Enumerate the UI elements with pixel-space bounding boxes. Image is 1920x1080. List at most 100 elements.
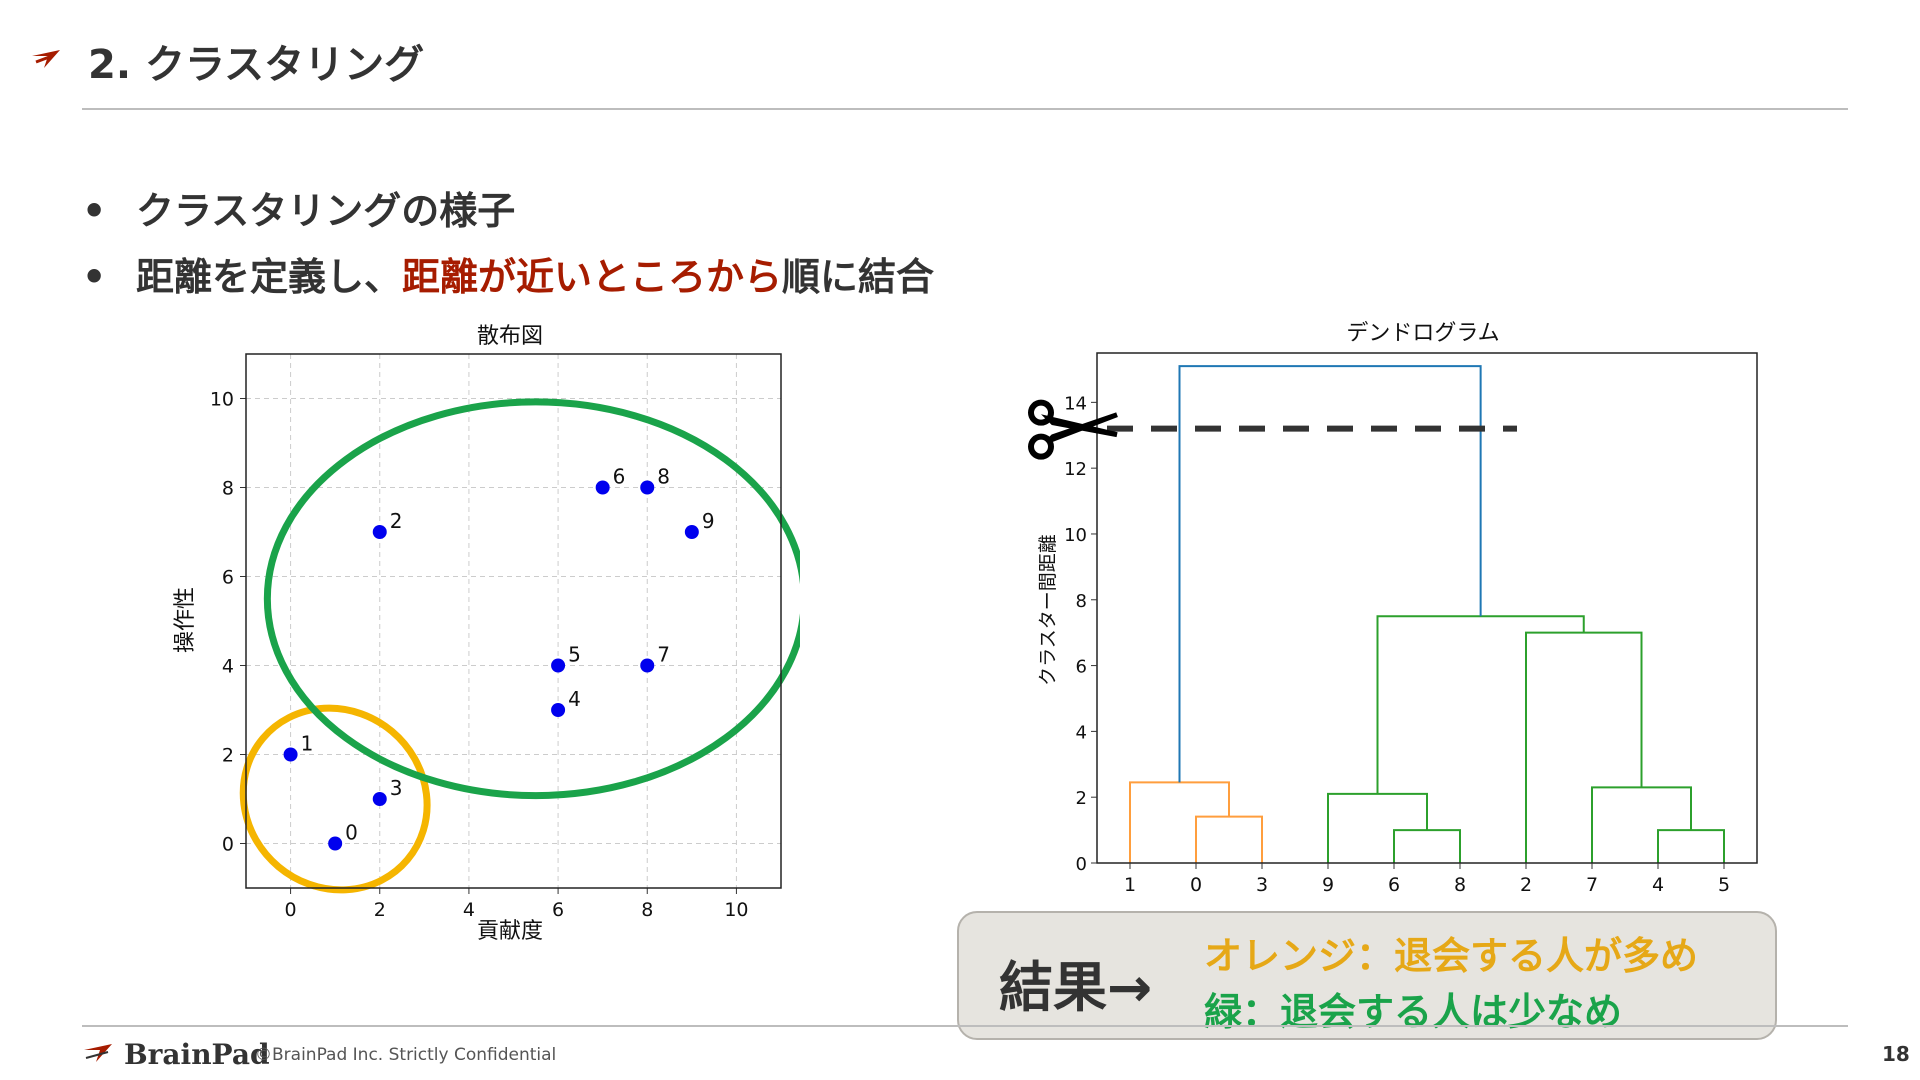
scatter-y-tick-label: 10 <box>210 389 234 411</box>
dendrogram-link-green <box>1327 792 1428 863</box>
scatter-point-label: 6 <box>613 465 626 489</box>
dendrogram-leaf-label: 4 <box>1652 874 1664 896</box>
scatter-x-tick-label: 0 <box>285 899 297 921</box>
scatter-grid <box>246 354 781 888</box>
footer-divider <box>82 1025 1848 1027</box>
scatter-cluster-outline-orange <box>239 704 431 894</box>
dendrogram-leaf-label: 5 <box>1718 874 1730 896</box>
dendrogram-plot-frame <box>1096 352 1758 864</box>
result-callout: 結果→ オレンジ：退会する人が多め 緑：退会する人は少なめ <box>957 911 1777 1040</box>
bullet-marker: • <box>82 189 107 233</box>
dendrogram-leaf-label: 1 <box>1124 874 1136 896</box>
scatter-point <box>551 658 566 673</box>
scatter-point-label: 8 <box>657 465 670 489</box>
page-number: 18 <box>1882 1042 1910 1066</box>
dendrogram-y-tick-label: 12 <box>1064 459 1087 480</box>
bullet-text-after: 順に結合 <box>782 255 935 299</box>
dendrogram-link-link <box>1178 365 1482 783</box>
scatter-point <box>640 480 655 495</box>
scatter-x-tick-label: 2 <box>374 899 386 921</box>
dendrogram-link-green <box>1376 615 1585 794</box>
dendrogram-y-tick-label: 2 <box>1076 788 1087 809</box>
footer-logo-mark <box>84 1044 112 1062</box>
scatter-axes: 0 2 4 6 8 10 0 2 4 6 8 10 <box>210 353 782 921</box>
scissors-blade <box>1047 412 1118 444</box>
scissors-handle <box>1028 433 1054 460</box>
dendrogram-leaf-label: 0 <box>1190 874 1202 896</box>
scatter-y-axis-label: 操作性 <box>173 587 198 653</box>
dendrogram-leaf-label: 7 <box>1586 874 1598 896</box>
scatter-point-label: 4 <box>568 687 581 711</box>
scatter-x-axis-label: 貢献度 <box>477 919 543 944</box>
dendrogram-leaf-label: 8 <box>1454 874 1466 896</box>
dendrogram-links <box>1129 365 1725 863</box>
scatter-plot-frame <box>245 353 782 889</box>
scatter-title: 散布図 <box>477 324 543 349</box>
dendrogram-cut <box>1028 399 1517 460</box>
scatter-point <box>328 836 343 851</box>
title-divider <box>82 108 1848 110</box>
scatter-point <box>551 703 566 717</box>
dendrogram-leaf-label: 2 <box>1520 874 1532 896</box>
bullet-item-2: • 距離を定義し、距離が近いところから順に結合 <box>82 246 934 301</box>
scatter-point-label: 9 <box>702 509 715 533</box>
scatter-point-label: 5 <box>568 643 581 667</box>
scatter-point <box>640 658 655 673</box>
scatter-y-tick-label: 2 <box>222 745 234 767</box>
dendrogram-link-orange <box>1195 815 1263 863</box>
dendrogram-link-green <box>1525 631 1643 863</box>
scatter-point <box>372 792 387 806</box>
result-label: 結果→ <box>999 956 1153 1019</box>
scatter-point-label: 3 <box>390 776 403 800</box>
footer-copyright: ©BrainPad Inc. Strictly Confidential <box>255 1045 557 1065</box>
scatter-point <box>684 525 699 539</box>
bullet-marker: • <box>82 255 107 299</box>
result-green-text: 緑：退会する人は少なめ <box>1204 990 1623 1034</box>
scatter-point <box>372 525 387 539</box>
dendrogram-y-tick-label: 14 <box>1064 393 1087 414</box>
bullet-text-before: 距離を定義し、 <box>136 255 403 299</box>
dendrogram-y-tick-label: 6 <box>1076 657 1087 678</box>
dendrogram-leaf-label: 9 <box>1322 874 1334 896</box>
dendrogram-leaf-label: 3 <box>1256 874 1268 896</box>
scatter-y-tick-label: 8 <box>222 478 234 500</box>
dendrogram-y-axis-label: クラスター間距離 <box>1037 534 1059 686</box>
page-title: 2. クラスタリング <box>88 42 425 88</box>
scatter-cluster-outlines <box>239 398 800 894</box>
scatter-points: 0 1 2 3 4 5 6 7 8 9 <box>283 465 715 851</box>
bullet-item-1: • クラスタリングの様子 <box>82 180 515 235</box>
footer-brand-name: BrainPad <box>124 1038 270 1071</box>
bullet-text: クラスタリングの様子 <box>136 189 516 233</box>
dendrogram-y-tick-label: 8 <box>1076 591 1087 612</box>
scatter-point-label: 7 <box>657 643 670 667</box>
scatter-x-tick-label: 4 <box>463 899 475 921</box>
bullet-text-emphasis: 距離が近いところから <box>402 255 783 299</box>
scatter-point <box>283 747 298 762</box>
dendrogram-link-green <box>1657 829 1725 863</box>
scatter-point-label: 2 <box>390 509 403 533</box>
scatter-x-tick-label: 6 <box>552 899 564 921</box>
scatter-x-tick-label: 8 <box>641 899 653 921</box>
dendrogram-y-tick-label: 10 <box>1064 525 1087 546</box>
result-orange-text: オレンジ：退会する人が多め <box>1204 934 1699 978</box>
scatter-cluster-outline-green <box>263 398 800 800</box>
scatter-y-tick-label: 6 <box>222 567 234 589</box>
scatter-point <box>595 480 610 495</box>
scatter-x-tick-label: 10 <box>724 899 748 921</box>
scatter-y-tick-label: 0 <box>222 834 234 856</box>
brand-logo-mark <box>32 50 60 68</box>
dendrogram-link-green <box>1591 786 1692 863</box>
dendrogram-y-tick-label: 4 <box>1076 722 1087 743</box>
dendrogram-leaf-label: 6 <box>1388 874 1400 896</box>
scissors-icon <box>1028 399 1118 460</box>
dendrogram-link-green <box>1393 829 1461 863</box>
scissors-handle <box>1028 399 1054 426</box>
dendrogram-title: デンドログラム <box>1346 321 1499 346</box>
scatter-y-tick-label: 4 <box>222 656 234 678</box>
scatter-point-label: 0 <box>345 821 358 845</box>
dendrogram-link-orange <box>1129 781 1230 863</box>
scatter-chart: 散布図 0 1 2 3 4 5 6 7 8 9 0 2 4 6 8 10 0 2 4 6 8 10 貢献度 操作性 <box>173 324 800 944</box>
dendrogram-y-tick-label: 0 <box>1076 854 1087 875</box>
